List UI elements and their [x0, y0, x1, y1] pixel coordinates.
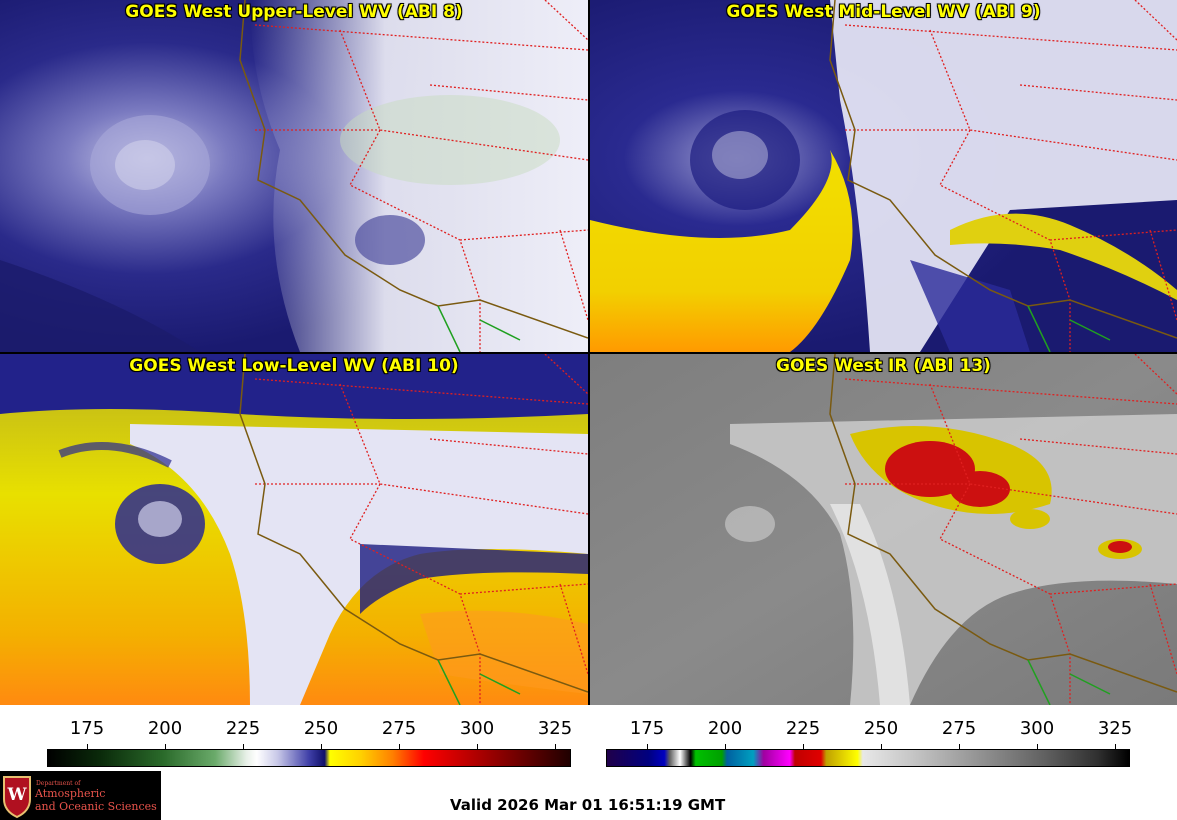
ir-tick-label: 225: [785, 718, 821, 739]
uw-crest-icon: [3, 776, 31, 819]
panel-title: GOES West Mid-Level WV (ABI 9): [726, 2, 1041, 22]
wv-tick-mark: [477, 744, 478, 749]
ir-tick-label: 250: [863, 718, 899, 739]
panel-low-wv: GOES West Low-Level WV (ABI 10): [0, 354, 588, 705]
ir-tick-label: 300: [1019, 718, 1055, 739]
low-wv-image: [0, 354, 588, 705]
wv-tick-label: 325: [537, 718, 573, 739]
wv-tick-label: 275: [381, 718, 417, 739]
wv-tick-mark: [87, 744, 88, 749]
ir-tick-label: 325: [1097, 718, 1133, 739]
ir-tick-label: 275: [941, 718, 977, 739]
panel-title: GOES West IR (ABI 13): [776, 356, 991, 376]
wv-tick-label: 250: [303, 718, 339, 739]
logo-line3: and Oceanic Sciences: [35, 800, 157, 813]
wv-tick-label: 300: [459, 718, 495, 739]
crest-letter: W: [7, 785, 27, 805]
wv-tick-mark: [165, 744, 166, 749]
panel-title: GOES West Low-Level WV (ABI 10): [129, 356, 459, 376]
valid-time: Valid 2026 Mar 01 16:51:19 GMT: [450, 796, 726, 814]
wv-tick-label: 200: [147, 718, 183, 739]
mid-wv-image: [590, 0, 1177, 352]
ir-tick-label: 200: [707, 718, 743, 739]
wv-tick-mark: [555, 744, 556, 749]
ir-tick-mark: [959, 744, 960, 749]
logo-line2: Atmospheric: [35, 787, 106, 800]
wv-colorbar: [47, 749, 571, 767]
wv-tick-mark: [399, 744, 400, 749]
wv-tick-mark: [243, 744, 244, 749]
wv-tick-mark: [321, 744, 322, 749]
logo-line1: Department of: [36, 780, 81, 787]
ir-tick-mark: [1037, 744, 1038, 749]
wv-tick-label: 225: [225, 718, 261, 739]
ir-image: [590, 354, 1177, 705]
panel-upper-wv: GOES West Upper-Level WV (ABI 8): [0, 0, 588, 352]
ir-colorbar: [606, 749, 1130, 767]
ir-tick-label: 175: [629, 718, 665, 739]
panel-divider-horizontal: [0, 352, 1177, 354]
panel-title: GOES West Upper-Level WV (ABI 8): [125, 2, 463, 22]
ir-tick-mark: [647, 744, 648, 749]
ir-tick-mark: [881, 744, 882, 749]
panel-mid-wv: GOES West Mid-Level WV (ABI 9): [590, 0, 1177, 352]
ir-tick-mark: [725, 744, 726, 749]
panel-ir: GOES West IR (ABI 13): [590, 354, 1177, 705]
upper-wv-image: [0, 0, 588, 352]
ir-tick-mark: [803, 744, 804, 749]
ir-tick-mark: [1115, 744, 1116, 749]
wv-tick-label: 175: [69, 718, 105, 739]
aos-logo: W Department of Atmospheric and Oceanic …: [0, 771, 161, 820]
